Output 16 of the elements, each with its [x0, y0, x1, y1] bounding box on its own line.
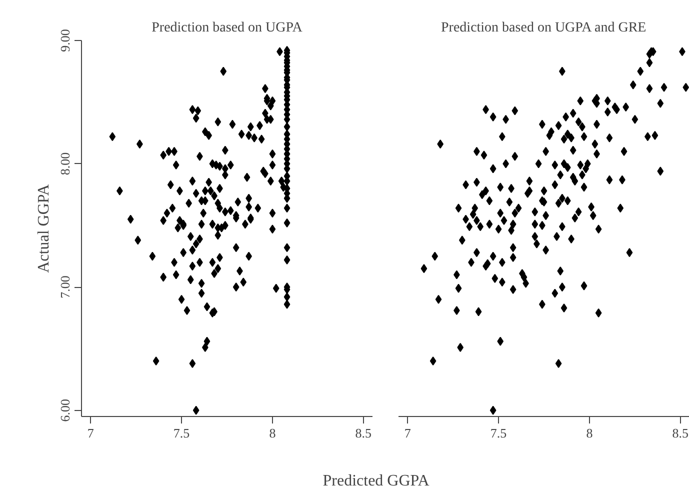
chart-title: Prediction based on UGPA and GRE — [441, 20, 646, 36]
x-tick-label: 7.5 — [173, 426, 190, 440]
y-tick-label: 9.00 — [58, 29, 72, 52]
y-tick-label: 8.00 — [58, 152, 72, 176]
x-tick-label: 8.5 — [355, 426, 372, 440]
x-tick-label: 7.5 — [490, 426, 507, 440]
y-axis-title: Actual GGPA — [36, 184, 52, 273]
x-tick-label: 8 — [269, 426, 276, 440]
y-tick-label: 6.00 — [58, 398, 72, 422]
x-axis-title: Predicted GGPA — [322, 472, 430, 490]
x-tick-label: 8 — [586, 426, 593, 440]
chart-title: Prediction based on UGPA — [152, 20, 304, 36]
x-tick-label: 7 — [87, 426, 94, 440]
x-tick-label: 7 — [404, 426, 412, 440]
x-tick-label: 8.5 — [672, 426, 689, 440]
y-tick-label: 7.00 — [58, 276, 72, 298]
